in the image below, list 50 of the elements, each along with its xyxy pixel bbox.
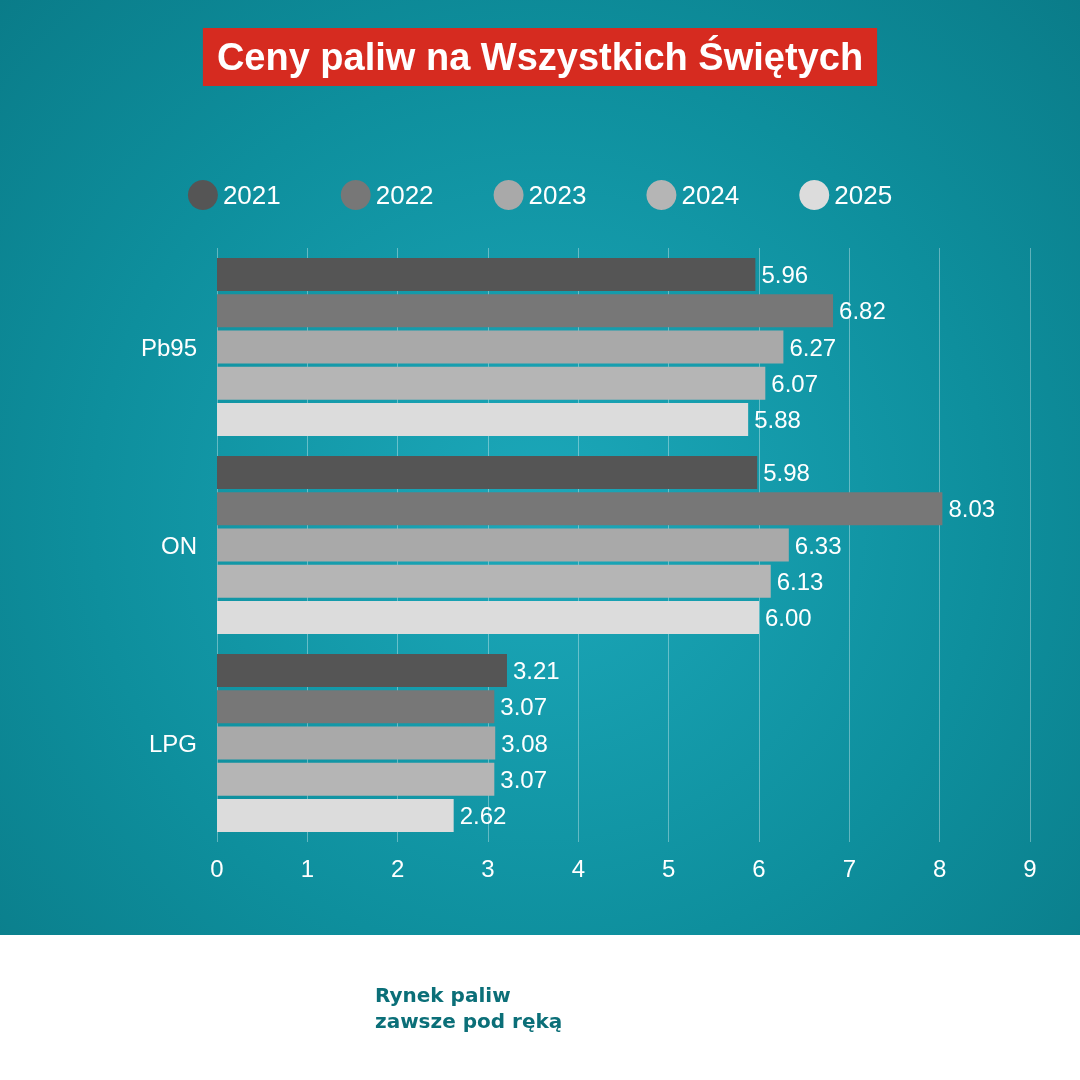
data-label: 5.98 bbox=[763, 458, 810, 486]
y-tick-label: ON bbox=[161, 531, 197, 559]
bar bbox=[217, 330, 784, 364]
bar bbox=[217, 528, 789, 562]
data-label: 3.21 bbox=[512, 656, 560, 684]
bar bbox=[217, 653, 507, 687]
data-label: 3.07 bbox=[500, 765, 548, 793]
x-tick-label: 0 bbox=[210, 854, 224, 882]
x-tick-label: 8 bbox=[932, 854, 947, 882]
data-label: 5.88 bbox=[754, 406, 801, 434]
x-tick-label: 1 bbox=[300, 854, 315, 882]
bar bbox=[217, 257, 756, 291]
x-tick-label: 6 bbox=[752, 854, 766, 882]
y-tick-label: Pb95 bbox=[140, 333, 197, 361]
bar bbox=[217, 403, 749, 437]
legend-label: 2023 bbox=[528, 180, 587, 210]
legend-label: 2021 bbox=[222, 180, 281, 210]
x-tick-label: 7 bbox=[842, 854, 857, 882]
data-label: 6.82 bbox=[839, 297, 886, 325]
bar bbox=[217, 455, 758, 489]
bar bbox=[217, 762, 495, 796]
x-tick-label: 4 bbox=[571, 854, 586, 882]
y-tick-label: LPG bbox=[148, 729, 197, 757]
text: Rynek paliw zawsze pod ręką bbox=[375, 981, 564, 1034]
bar bbox=[217, 366, 766, 400]
bar bbox=[217, 601, 759, 635]
data-label: 6.13 bbox=[776, 567, 824, 595]
data-label: 5.96 bbox=[761, 260, 809, 288]
legend-label: 2025 bbox=[834, 180, 893, 210]
bar bbox=[217, 799, 454, 833]
bar bbox=[217, 690, 495, 724]
data-label: 3.08 bbox=[501, 729, 548, 757]
data-label: 2.62 bbox=[459, 802, 507, 830]
x-tick-label: 3 bbox=[481, 854, 495, 882]
bar bbox=[217, 294, 834, 328]
x-tick-label: 5 bbox=[661, 854, 676, 882]
data-label: 6.07 bbox=[771, 369, 819, 397]
data-label: 6.27 bbox=[789, 333, 837, 361]
bar bbox=[217, 492, 943, 526]
x-tick-label: 9 bbox=[1023, 854, 1037, 882]
bar bbox=[217, 726, 496, 760]
data-label: 8.03 bbox=[948, 495, 996, 523]
legend-label: 2022 bbox=[375, 180, 434, 210]
bar bbox=[217, 564, 771, 598]
data-label: 6.33 bbox=[794, 531, 842, 559]
data-label: 3.07 bbox=[500, 693, 548, 721]
x-tick-label: 2 bbox=[390, 854, 405, 882]
legend-label: 2024 bbox=[681, 180, 740, 210]
chart-title: Ceny paliw na Wszystkich Świętych bbox=[216, 35, 864, 78]
data-label: 6.00 bbox=[765, 604, 812, 632]
